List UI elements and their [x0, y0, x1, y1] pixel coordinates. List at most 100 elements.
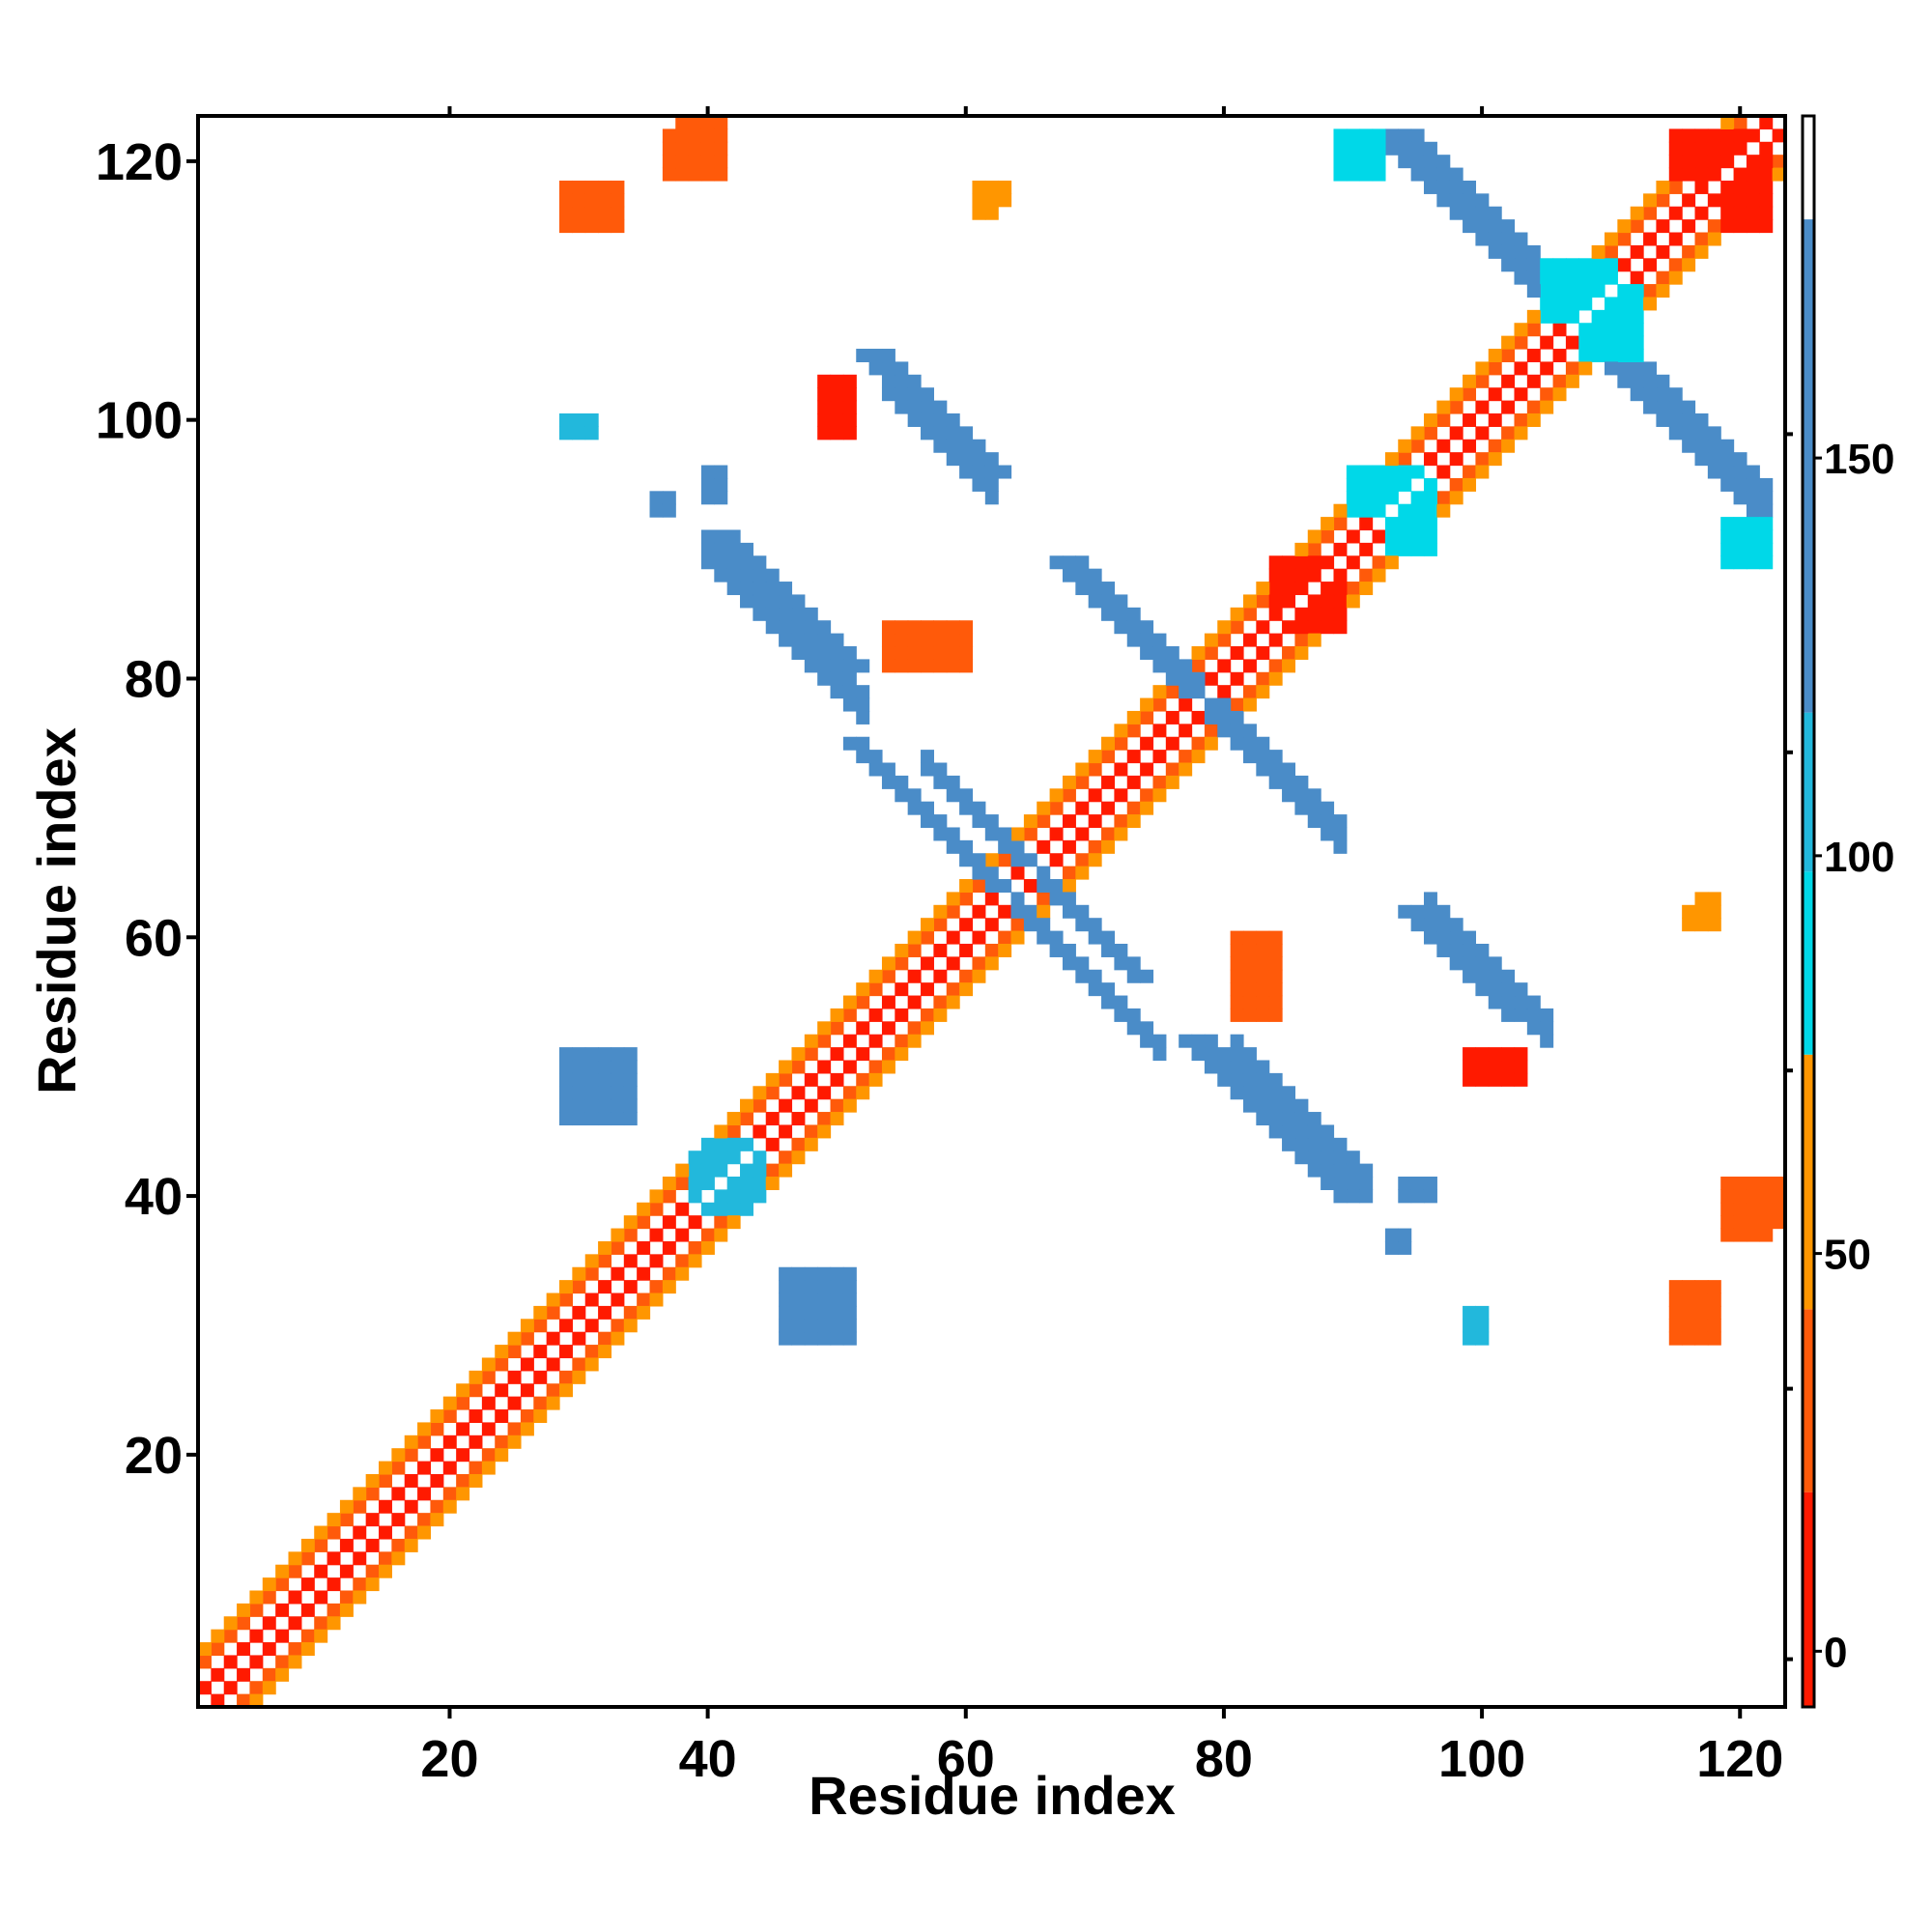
heatmap-cell	[921, 633, 934, 647]
heatmap-cell	[1475, 193, 1490, 208]
heatmap-cell	[830, 633, 844, 647]
heatmap-cell	[1514, 232, 1528, 246]
heatmap-cell	[830, 1305, 844, 1320]
heatmap-cell	[417, 1435, 432, 1449]
heatmap-cell	[1256, 1086, 1270, 1100]
heatmap-cell	[1668, 167, 1683, 182]
heatmap-cell	[1359, 1163, 1374, 1178]
heatmap-cell	[1746, 193, 1760, 208]
heatmap-cell	[907, 969, 922, 983]
heatmap-cell	[1023, 904, 1037, 919]
heatmap-cell	[1552, 323, 1567, 337]
heatmap-cell	[1346, 155, 1360, 169]
heatmap-cell	[1630, 387, 1644, 402]
heatmap-cell	[662, 141, 676, 156]
heatmap-cell	[1488, 1047, 1502, 1062]
heatmap-cell	[1217, 724, 1232, 738]
heatmap-cell	[1346, 1189, 1360, 1204]
heatmap-cell	[856, 697, 870, 712]
heatmap-cell	[714, 141, 728, 156]
heatmap-cell	[1075, 918, 1090, 932]
heatmap-cell	[1140, 1034, 1154, 1048]
heatmap-cell	[1707, 1319, 1721, 1333]
heatmap-cell	[1578, 258, 1593, 272]
heatmap-cell	[1643, 400, 1658, 414]
heatmap-cell	[456, 1422, 470, 1436]
heatmap-cell	[881, 633, 895, 647]
heatmap-cell	[984, 879, 999, 894]
heatmap-cell	[649, 1254, 664, 1268]
heatmap-cell	[1242, 995, 1257, 1009]
heatmap-cell	[520, 1357, 534, 1372]
heatmap-cell	[1242, 969, 1257, 983]
heatmap-cell	[868, 349, 883, 363]
heatmap-cell	[1282, 594, 1296, 609]
heatmap-cell	[984, 892, 999, 906]
heatmap-cell	[559, 1383, 573, 1398]
heatmap-cell	[662, 1266, 676, 1281]
heatmap-cell	[1630, 270, 1644, 285]
heatmap-cell	[921, 1021, 934, 1036]
heatmap-cell	[1372, 503, 1386, 518]
heatmap-cell	[1540, 361, 1554, 376]
heatmap-cell	[1694, 232, 1709, 246]
heatmap-cell	[804, 1124, 818, 1139]
heatmap-cell	[1037, 814, 1051, 829]
heatmap-cell	[895, 633, 909, 647]
heatmap-cell	[1256, 582, 1270, 596]
heatmap-cell	[623, 1098, 638, 1113]
heatmap-cell	[1449, 387, 1463, 402]
heatmap-cell	[1552, 297, 1567, 311]
heatmap-cell	[1191, 685, 1206, 699]
heatmap-cell	[1617, 361, 1632, 376]
heatmap-cell	[300, 1538, 315, 1552]
heatmap-cell	[1475, 1072, 1490, 1087]
heatmap-cell	[700, 155, 715, 169]
heatmap-cell	[1423, 503, 1437, 518]
heatmap-cell	[314, 1525, 328, 1540]
heatmap-cell	[842, 1293, 857, 1307]
heatmap-cell	[700, 491, 715, 505]
heatmap-cell	[611, 1240, 625, 1255]
heatmap-cell	[1346, 594, 1360, 609]
heatmap-cell	[1398, 1177, 1412, 1190]
heatmap-cell	[1720, 529, 1735, 544]
heatmap-cell	[868, 750, 883, 764]
heatmap-cell	[611, 1266, 625, 1281]
heatmap-cell	[365, 1473, 380, 1488]
heatmap-cell	[495, 1409, 509, 1424]
heatmap-cell	[946, 788, 960, 803]
heatmap-cell	[623, 1060, 638, 1074]
heatmap-cell	[391, 1448, 406, 1463]
heatmap-cell	[895, 956, 909, 971]
heatmap-cell	[662, 1215, 676, 1230]
heatmap-cell	[817, 1060, 832, 1074]
heatmap-cell	[1346, 128, 1360, 143]
heatmap-cell	[1746, 155, 1760, 169]
heatmap-cell	[1449, 206, 1463, 220]
heatmap-cell	[1604, 270, 1618, 285]
heatmap-cell	[998, 827, 1012, 841]
heatmap-cell	[1694, 426, 1709, 440]
heatmap-cell	[842, 426, 857, 440]
heatmap-cell	[1682, 1331, 1696, 1346]
heatmap-cell	[868, 982, 883, 997]
heatmap-cell	[984, 827, 999, 841]
heatmap-cell	[817, 1305, 832, 1320]
heatmap-cell	[546, 1331, 560, 1346]
heatmap-cell	[1668, 128, 1683, 143]
heatmap-cell	[611, 180, 625, 194]
heatmap-cell	[842, 387, 857, 402]
heatmap-cell	[1746, 180, 1760, 194]
heatmap-cell	[881, 1047, 895, 1062]
heatmap-cell	[856, 1047, 870, 1062]
heatmap-cell	[1346, 141, 1360, 156]
heatmap-cell	[791, 646, 806, 660]
heatmap-cell	[391, 1513, 406, 1527]
heatmap-cell	[1630, 284, 1644, 298]
heatmap-cell	[1165, 659, 1179, 673]
heatmap-cell	[611, 1047, 625, 1062]
heatmap-cell	[1242, 697, 1257, 712]
heatmap-cell	[1707, 232, 1721, 246]
heatmap-cell	[1140, 633, 1154, 647]
